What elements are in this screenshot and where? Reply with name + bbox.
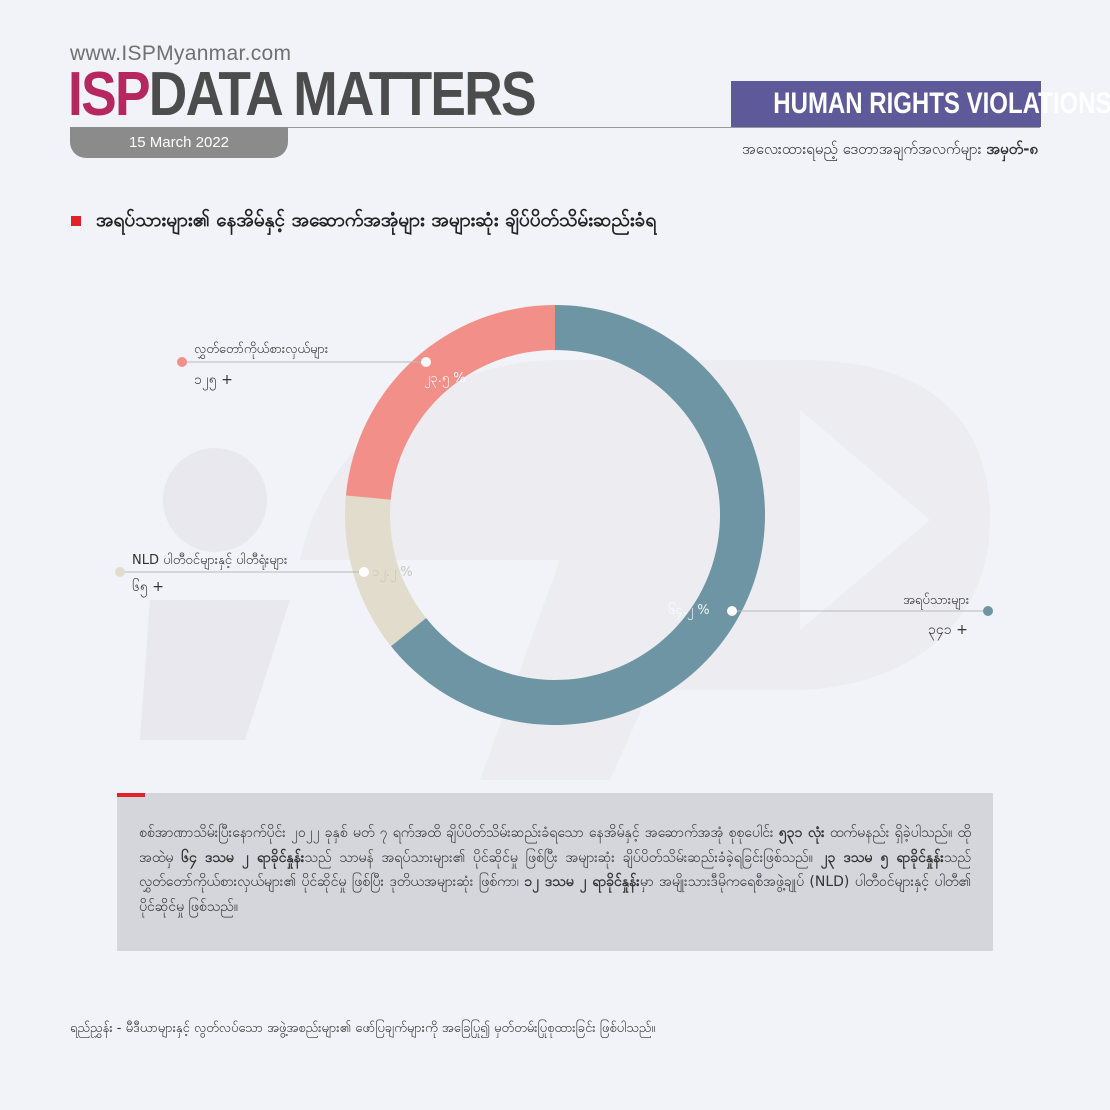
topic-banner: HUMAN RIGHTS VIOLATIONS: [731, 81, 1110, 127]
count-nld: ၆၅ +: [132, 579, 164, 595]
leader-dot-civilians: [727, 606, 737, 616]
legend-label-nld: NLD ပါတီဝင်များနှင့် ပါတီရုံးများ: [132, 553, 288, 568]
summary-highlight: ၅၃၁ လုံး: [778, 825, 825, 841]
date-badge: 15 March 2022: [70, 127, 288, 158]
summary-part: စစ်အာဏာသိမ်းပြီးနောက်ပိုင်း ၂၀၂၂ ခုနှစ် …: [139, 825, 779, 841]
summary-highlight: ၂၃ ဒသမ ၅ ရာခိုင်နှုန်း: [820, 849, 944, 866]
slice-nld: [345, 495, 427, 647]
chart-title: အရပ်သားများ၏ နေအိမ်နှင့် အဆောက်အအုံများ …: [96, 209, 657, 231]
kicker-text: အလေးထားရမည့် ဒေတာအချက်အလက်များ: [741, 140, 987, 158]
brand-data-matters: DATA MATTERS: [148, 60, 537, 129]
legend-marker-civilians: [983, 606, 993, 616]
leader-dot-representatives: [421, 357, 431, 367]
summary-text: စစ်အာဏာသိမ်းပြီးနောက်ပိုင်း ၂၀၂၂ ခုနှစ် …: [139, 821, 971, 919]
summary-accent: [117, 793, 145, 797]
header-rule: [70, 127, 1040, 128]
topic-label: HUMAN RIGHTS VIOLATIONS: [773, 87, 1110, 120]
summary-part: ထက်မနည်း ရှိခဲ့ပါသည်။ ထိုအထဲမှ: [139, 825, 971, 866]
summary-part: သည် သာမန် အရပ်သားများ၏ ပိုင်ဆိုင်မှု ဖြစ…: [304, 849, 821, 866]
brand-logo: ISPDATA MATTERS: [68, 60, 537, 130]
leader-dot-nld: [359, 567, 369, 577]
legend-marker-nld: [115, 567, 125, 577]
series-kicker: အလေးထားရမည့် ဒေတာအချက်အလက်များ အမှတ်-၈: [742, 140, 1038, 162]
count-civilians: ၃၄၁ +: [928, 622, 968, 638]
title-bullet: [71, 216, 81, 226]
summary-box: စစ်အာဏာသိမ်းပြီးနောက်ပိုင်း ၂၀၂၂ ခုနှစ် …: [117, 793, 993, 951]
legend-label-civilians: အရပ်သားများ: [903, 593, 970, 608]
summary-part: မှာ အမျိုးသားဒီမိုကရေစီအဖွဲ့ချုပ် (NLD) …: [139, 874, 971, 915]
website-url: www.ISPMyanmar.com: [70, 42, 292, 65]
summary-highlight: ၁၂ ဒသမ ၂ ရာခိုင်နှုန်း: [524, 874, 640, 890]
source-note: ရည်ညွှန်း - မီဒီယာများနှင့် လွတ်လပ်သော အ…: [70, 1021, 656, 1036]
count-representatives: ၁၂၅ +: [194, 372, 233, 388]
summary-part: သည် လွှတ်တော်ကိုယ်စားလှယ်များ၏ ပိုင်ဆိုင…: [139, 849, 971, 891]
percent-label-civilians: ၆၄.၂ %: [668, 603, 710, 618]
kicker-number: အမှတ်-၈: [986, 140, 1038, 158]
summary-highlight: ၆၄ ဒသမ ၂ ရာခိုင်နှုန်း: [181, 849, 305, 866]
legend-marker-representatives: [177, 357, 187, 367]
percent-label-representatives: ၂၃.၅ %: [424, 371, 466, 386]
percent-label-nld: ၁၂.၂ %: [372, 565, 413, 580]
slice-representatives: [345, 305, 555, 500]
legend-label-representatives: လွှတ်တော်ကိုယ်စားလှယ်များ: [194, 342, 329, 357]
brand-isp: ISP: [68, 60, 151, 129]
